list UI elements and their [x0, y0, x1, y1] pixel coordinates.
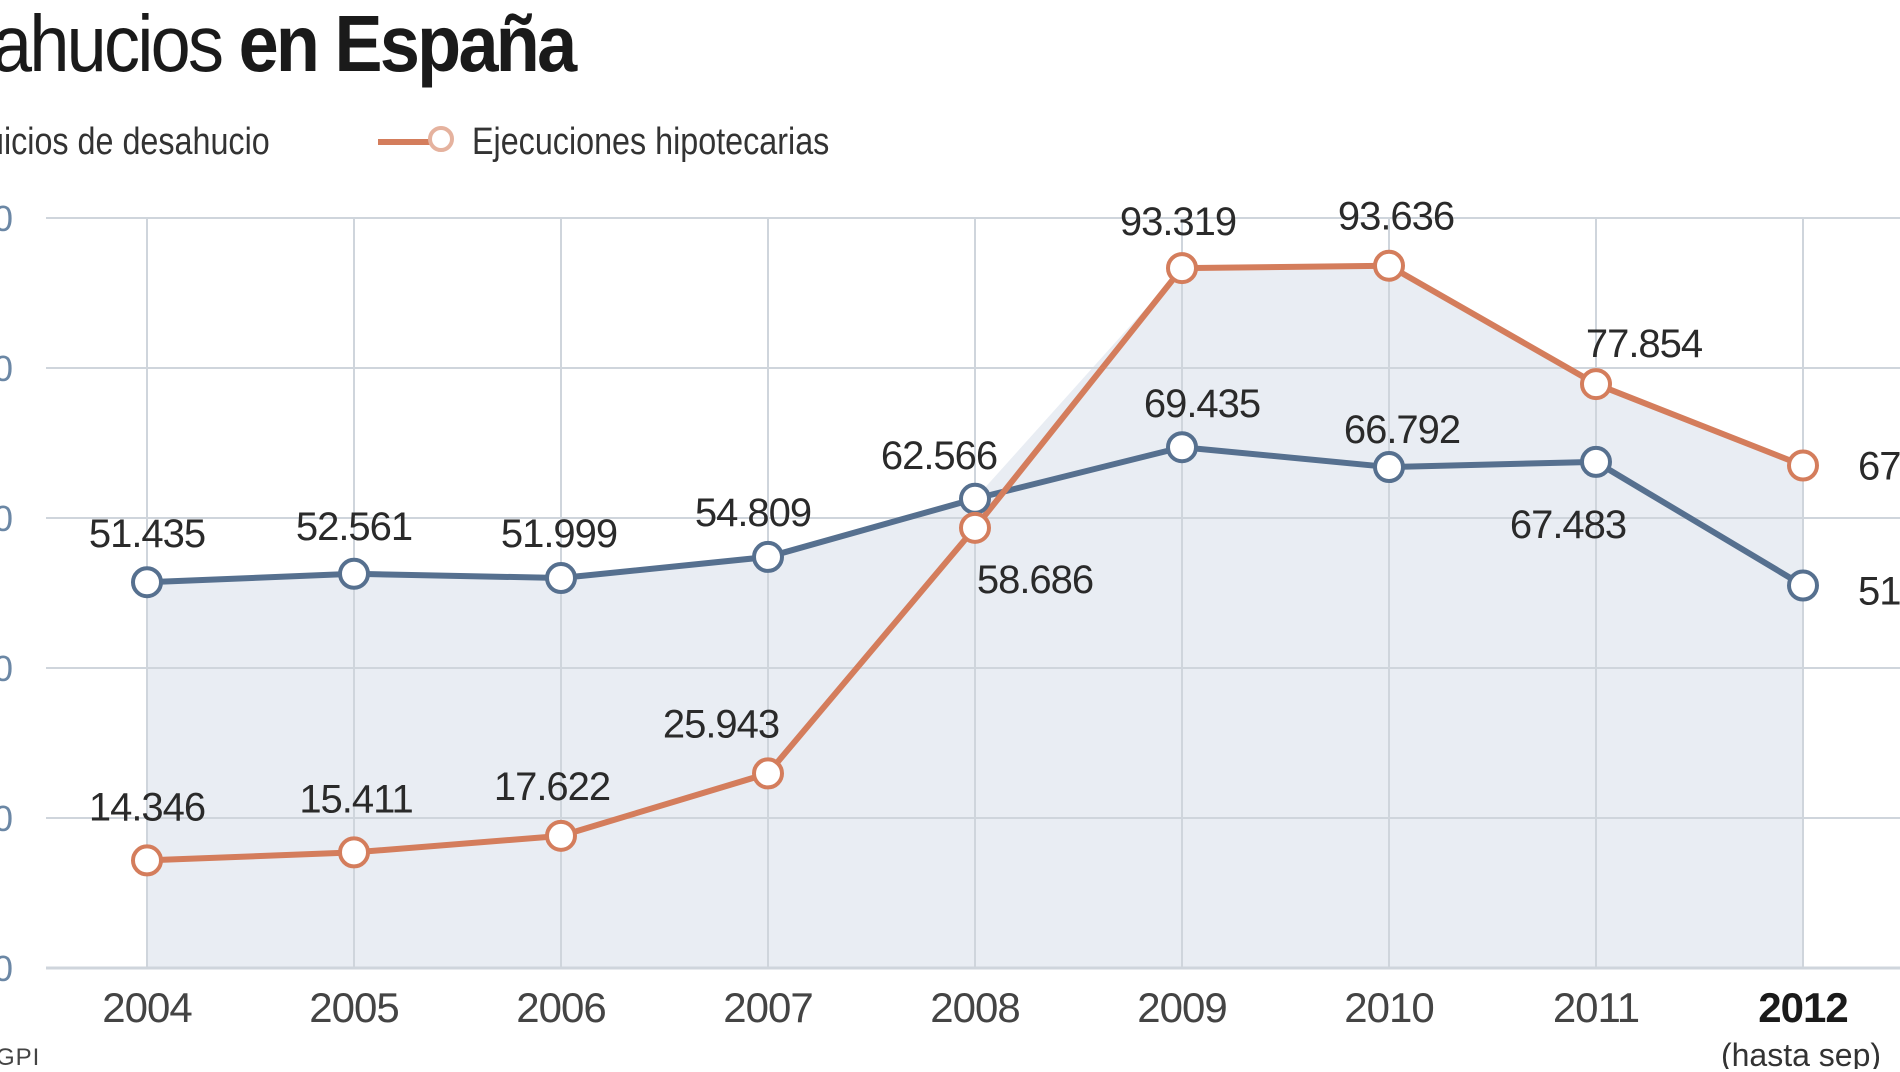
data-label-series2: 17.622 — [494, 765, 610, 809]
data-point-series1 — [752, 540, 784, 573]
data-point-series1 — [1166, 431, 1198, 464]
data-point-series2 — [1373, 249, 1405, 282]
y-tick-label: 0 — [0, 948, 13, 989]
data-label-series1: 62.566 — [881, 434, 997, 478]
data-label-series1: 69.435 — [1144, 382, 1260, 426]
data-point-series2 — [545, 819, 577, 852]
data-label-series1: 51. — [1858, 570, 1900, 614]
data-point-series1 — [338, 557, 370, 590]
data-label-series2: 93.636 — [1338, 195, 1454, 239]
chart-title: ahucios en España — [0, 4, 577, 84]
x-tick-label: 2010 — [1344, 984, 1433, 1031]
legend-marker-series2 — [428, 126, 454, 152]
data-label-series1: 54.809 — [695, 491, 811, 535]
legend-label-series1: uicios de desahucio — [0, 121, 270, 163]
data-label-series2: 14.346 — [89, 785, 205, 829]
data-point-series1 — [1373, 451, 1405, 484]
legend-line-series2 — [378, 139, 430, 145]
data-point-series1 — [959, 482, 991, 515]
data-point-series1 — [131, 566, 163, 599]
y-tick-label: 0 — [0, 498, 13, 539]
data-label-series2: 77.854 — [1586, 322, 1703, 366]
x-tick-label: 2008 — [930, 984, 1019, 1031]
x-tick-label: 2009 — [1137, 984, 1226, 1031]
data-point-series1 — [1580, 445, 1612, 478]
x-tick-label: 2004 — [102, 984, 192, 1031]
x-tick-label: 2011 — [1553, 984, 1639, 1031]
y-tick-label: 0 — [0, 198, 13, 239]
legend-label-series2: Ejecuciones hipotecarias — [472, 121, 830, 163]
data-label-series1: 67.483 — [1510, 503, 1626, 547]
data-label-series1: 52.561 — [296, 505, 412, 549]
data-point-series2 — [1580, 368, 1612, 401]
data-point-series2 — [959, 511, 991, 544]
x-tick-sublabel: (hasta sep) — [1721, 1037, 1881, 1069]
data-label-series1: 51.999 — [501, 512, 617, 556]
chart-title-bold: en España — [221, 0, 578, 88]
x-tick-label: 2005 — [309, 984, 398, 1031]
data-point-series1 — [545, 562, 577, 595]
chart-legend: uicios de desahucio Ejecuciones hipoteca… — [0, 112, 1900, 172]
data-point-series2 — [338, 836, 370, 869]
y-tick-label: 0 — [0, 798, 13, 839]
y-tick-label: 0 — [0, 648, 13, 689]
data-point-series1 — [1787, 569, 1819, 602]
data-label-series2: 58.686 — [977, 558, 1093, 602]
data-label-series1: 51.435 — [89, 512, 205, 556]
x-tick-label: 2007 — [723, 984, 812, 1031]
data-label-series2: 25.943 — [663, 702, 779, 746]
data-point-series2 — [1787, 449, 1819, 482]
x-tick-label: 2012 — [1758, 984, 1847, 1031]
data-point-series2 — [131, 844, 163, 877]
source-note: GPI — [0, 1044, 41, 1071]
data-point-series2 — [752, 757, 784, 790]
data-label-series1: 66.792 — [1344, 408, 1460, 452]
chart-title-light: ahucios — [0, 0, 224, 88]
x-tick-label: 2006 — [516, 984, 605, 1031]
y-tick-label: 0 — [0, 348, 13, 389]
data-label-series2: 15.411 — [299, 777, 412, 821]
data-label-series2: 67. — [1858, 445, 1900, 489]
data-point-series2 — [1166, 252, 1198, 285]
data-label-series2: 93.319 — [1120, 200, 1236, 244]
